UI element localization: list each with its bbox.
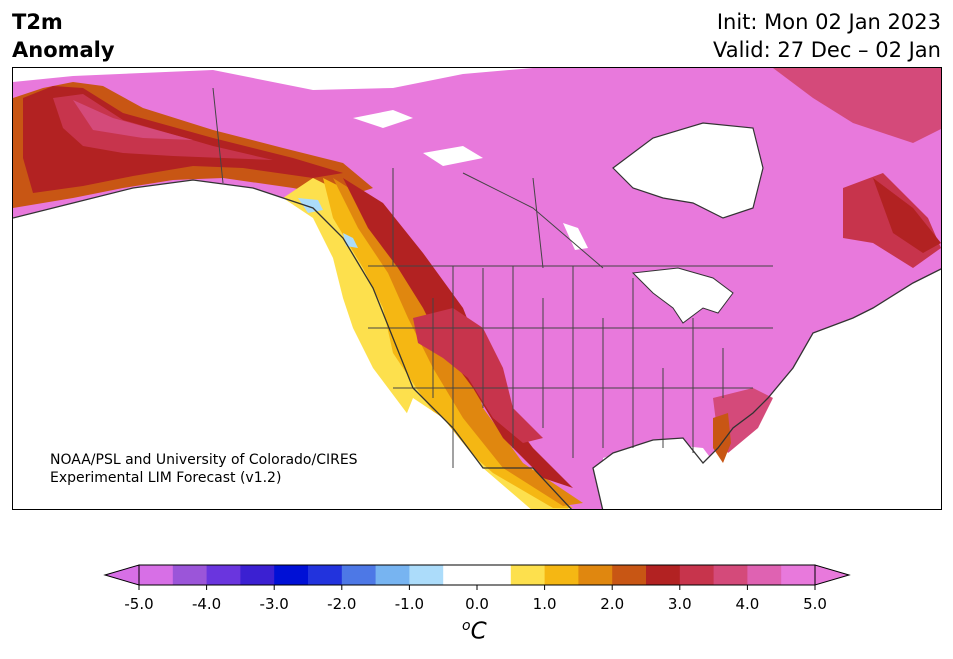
init-date: Init: Mon 02 Jan 2023	[716, 10, 941, 34]
unit-label: oC	[462, 618, 487, 645]
credit-line-1: NOAA/PSL and University of Colorado/CIRE…	[50, 452, 358, 468]
colorbar-bin	[274, 565, 309, 585]
colorbar-tick-label: 1.0	[533, 595, 557, 613]
maritimes-red	[873, 178, 941, 253]
unit-degree: o	[462, 618, 471, 634]
colorbar-bin	[612, 565, 647, 585]
bc-cool	[298, 198, 323, 213]
map-title: T2m Anomaly	[12, 8, 115, 64]
atlantic	[714, 298, 941, 509]
colorbar-bin	[713, 565, 748, 585]
colorbar-bins	[139, 565, 816, 585]
colorbar: -5.0 -4.0 -3.0 -2.0 -1.0 0.0 1.0 2.0 3.0 4.0 5.0	[103, 564, 851, 613]
great-lakes	[631, 267, 734, 324]
alaska-pink	[73, 100, 193, 140]
colorbar-bin	[375, 565, 410, 585]
colorbar-bin	[206, 565, 241, 585]
colorbar-tick-label: -5.0	[124, 595, 153, 613]
valid-date: Valid: 27 Dec – 02 Jan	[712, 38, 941, 62]
colorbar-tick-label: -1.0	[395, 595, 424, 613]
colorbar-tick-label: 4.0	[735, 595, 759, 613]
boundaries	[212, 87, 773, 468]
west-rose	[413, 308, 543, 443]
unit-celsius: C	[470, 618, 487, 645]
variable-label: T2m	[12, 10, 63, 34]
colorbar-bin	[308, 565, 343, 585]
florida-red	[713, 413, 731, 463]
colorbar-bin	[544, 565, 579, 585]
colorbar-under-arrow	[103, 564, 140, 586]
colorbar-bin	[477, 565, 512, 585]
map-canvas: NOAA/PSL and University of Colorado/CIRE…	[13, 68, 941, 509]
colorbar-bin	[139, 565, 174, 585]
colorbar-tick-label: -3.0	[260, 595, 289, 613]
colorbar-tick-label: -4.0	[192, 595, 221, 613]
alaska-rose	[53, 94, 273, 160]
colorbar-tick-label: 0.0	[465, 595, 489, 613]
colorbar-bin	[443, 565, 478, 585]
gulf-of-mexico	[603, 443, 718, 509]
colorbar-bin	[240, 565, 275, 585]
lake-winnipeg	[563, 223, 588, 250]
colorbar-tick-label: -2.0	[327, 595, 356, 613]
colorbar-bin	[646, 565, 681, 585]
hudson-bay	[612, 122, 764, 219]
colorbar-over-arrow	[814, 564, 851, 586]
colorbar-bin	[510, 565, 546, 585]
colorbar-bin	[747, 565, 782, 585]
colorbar-tick-label: 3.0	[668, 595, 692, 613]
colorbar-bin	[578, 565, 613, 585]
colorbar-bin	[409, 565, 444, 585]
greenland	[773, 68, 941, 143]
colorbar-bin	[679, 565, 715, 585]
great-slave-lake	[353, 110, 413, 128]
credit-line-2: Experimental LIM Forecast (v1.2)	[50, 470, 281, 486]
anomaly-label: Anomaly	[12, 38, 115, 62]
baja-sea	[393, 398, 531, 509]
great-bear-lake	[423, 146, 483, 166]
colorbar-tick-label: 5.0	[803, 595, 827, 613]
coastlines	[13, 179, 941, 509]
colorbar-tick-label: 2.0	[600, 595, 624, 613]
date-info: Init: Mon 02 Jan 2023 Valid: 27 Dec – 02…	[713, 8, 941, 64]
anomaly-map: NOAA/PSL and University of Colorado/CIRE…	[12, 67, 942, 510]
colorbar-bin	[341, 565, 377, 585]
colorbar-bin	[781, 565, 816, 585]
colorbar-bin	[172, 565, 208, 585]
colorbar-ticks: -5.0 -4.0 -3.0 -2.0 -1.0 0.0 1.0 2.0 3.0 4.0 5.0	[124, 585, 827, 613]
